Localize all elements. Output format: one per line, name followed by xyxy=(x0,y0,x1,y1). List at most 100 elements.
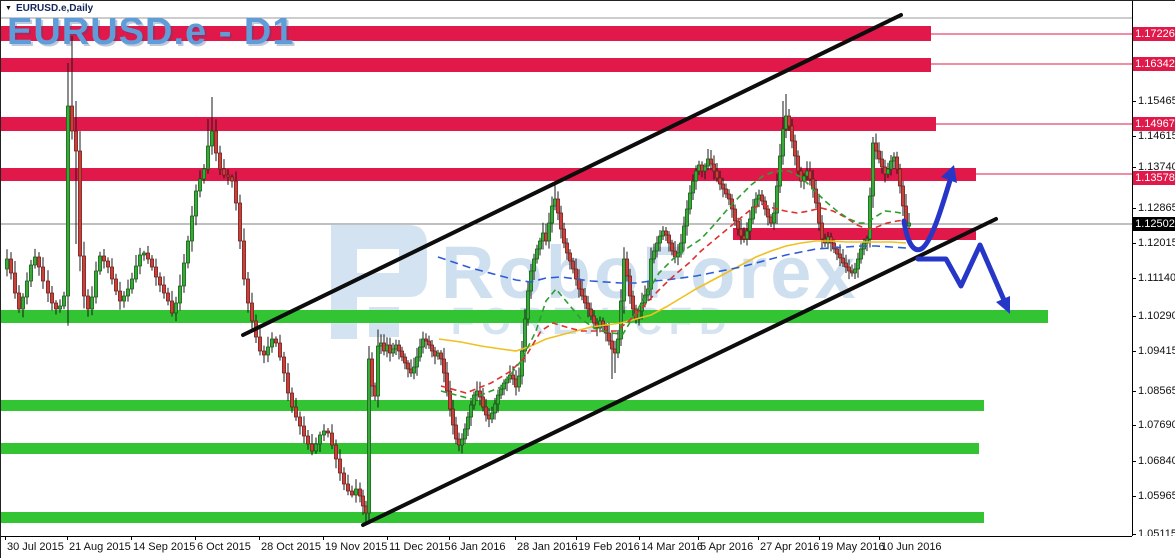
candle xyxy=(466,411,470,436)
candle xyxy=(54,300,58,315)
candle xyxy=(880,150,884,174)
candle-body-bear xyxy=(342,472,346,485)
candle xyxy=(58,299,62,313)
resistance-zone[interactable] xyxy=(1,26,931,41)
candle-body-bear xyxy=(820,222,824,240)
candle-body-bear xyxy=(274,338,278,344)
candle-body-bull xyxy=(418,346,422,358)
candle xyxy=(13,261,17,299)
candle-body-bear xyxy=(54,302,58,310)
candle xyxy=(354,479,358,503)
candle xyxy=(841,248,845,267)
forecast-down[interactable] xyxy=(915,242,1010,310)
support-zone[interactable] xyxy=(1,512,984,523)
candle-body-bear xyxy=(302,425,306,437)
candle xyxy=(346,474,350,496)
candle-body-bull xyxy=(859,248,863,260)
candle xyxy=(338,449,342,481)
candle-body-bear xyxy=(403,356,407,364)
current-price-label: 1.12502 xyxy=(1133,217,1175,231)
candle-body-bear xyxy=(278,342,282,358)
candle xyxy=(186,235,190,269)
resistance-zone[interactable] xyxy=(1,117,936,131)
candle xyxy=(318,431,322,452)
candle-body-bear xyxy=(397,344,401,352)
resistance-zone[interactable] xyxy=(1,58,931,72)
candle xyxy=(814,180,818,209)
candle-body-bull xyxy=(314,443,318,452)
candle-body-bear xyxy=(246,278,250,304)
candle xyxy=(790,118,794,149)
candle xyxy=(242,228,246,286)
price-label: 1.14615 xyxy=(1138,130,1175,142)
candle-body-bear xyxy=(484,406,488,416)
candle xyxy=(793,134,797,166)
candle-body-bear xyxy=(574,268,578,280)
candle-body-bull xyxy=(415,356,419,368)
candle xyxy=(118,281,122,310)
candle xyxy=(290,387,294,413)
symbol-selector[interactable]: ▼ EURUSD.e,Daily xyxy=(5,3,93,14)
candle xyxy=(493,397,497,420)
candle xyxy=(565,238,569,260)
price-label-resistance: 1.14967 xyxy=(1133,117,1175,131)
candle xyxy=(442,347,446,383)
candle xyxy=(715,163,719,183)
candle-body-bull xyxy=(652,250,656,260)
price-axis[interactable]: 1.17226 1.16342 1.15465 1.14967 1.14615 1.137… xyxy=(1132,1,1175,540)
candle xyxy=(616,330,620,359)
candle xyxy=(25,272,29,305)
candle-body-bear xyxy=(808,170,812,180)
price-label-resistance: 1.17226 xyxy=(1133,27,1175,41)
candle-body-bear xyxy=(294,406,298,418)
candle-body-bull xyxy=(685,208,689,227)
candle-body-bull xyxy=(266,346,270,356)
candle-body-bear xyxy=(102,255,106,262)
channel-upper[interactable] xyxy=(241,13,903,337)
candle-body-bear xyxy=(568,252,572,262)
candle xyxy=(226,169,230,185)
candle xyxy=(262,345,266,364)
candle xyxy=(361,489,365,515)
candle-body-bull xyxy=(134,265,138,280)
candle-body-bull xyxy=(190,215,194,242)
resistance-zone[interactable] xyxy=(733,228,976,240)
candle-body-bull xyxy=(676,252,680,258)
ma-fast-green xyxy=(440,170,907,400)
candle xyxy=(202,164,206,184)
support-zone[interactable] xyxy=(1,400,984,411)
candle-body-bull xyxy=(775,185,779,214)
candle xyxy=(302,416,306,444)
time-axis-tick xyxy=(698,536,699,540)
candle-body-bear xyxy=(226,174,230,178)
time-axis[interactable]: 30 Jul 2015 21 Aug 2015 14 Sep 2015 6 Oct 2… xyxy=(1,536,1175,558)
candle-body-bull xyxy=(182,262,186,287)
channel-lower[interactable] xyxy=(361,217,998,527)
candle xyxy=(174,296,178,322)
date-label: 14 Sep 2015 xyxy=(133,541,196,553)
price-axis-tick xyxy=(1132,278,1136,279)
candle-body-bear xyxy=(709,158,713,165)
forecast-up[interactable] xyxy=(901,174,954,253)
candle xyxy=(415,347,419,376)
support-zone[interactable] xyxy=(1,443,979,454)
candle-body-bear xyxy=(511,374,515,380)
candle xyxy=(607,322,611,346)
candle-body-bull xyxy=(318,434,322,445)
candle xyxy=(568,249,572,270)
ma-slow-yellow xyxy=(438,240,907,352)
candle xyxy=(412,357,416,380)
resistance-zone[interactable] xyxy=(1,168,976,181)
candle-body-bear xyxy=(424,338,428,342)
candle xyxy=(439,350,443,366)
price-chart-canvas[interactable]: RoboForexFOREX/CFD xyxy=(1,1,1132,536)
price-axis-tick xyxy=(1132,136,1136,137)
candle xyxy=(278,334,282,361)
candle-body-bear xyxy=(250,302,254,322)
candle-body-bull xyxy=(745,230,749,240)
candle-body-bear xyxy=(170,300,174,314)
candle-body-bear xyxy=(583,295,587,304)
candle-body-bear xyxy=(721,183,725,190)
candle-body-bull xyxy=(98,255,102,272)
candle-body-bull xyxy=(871,142,875,197)
